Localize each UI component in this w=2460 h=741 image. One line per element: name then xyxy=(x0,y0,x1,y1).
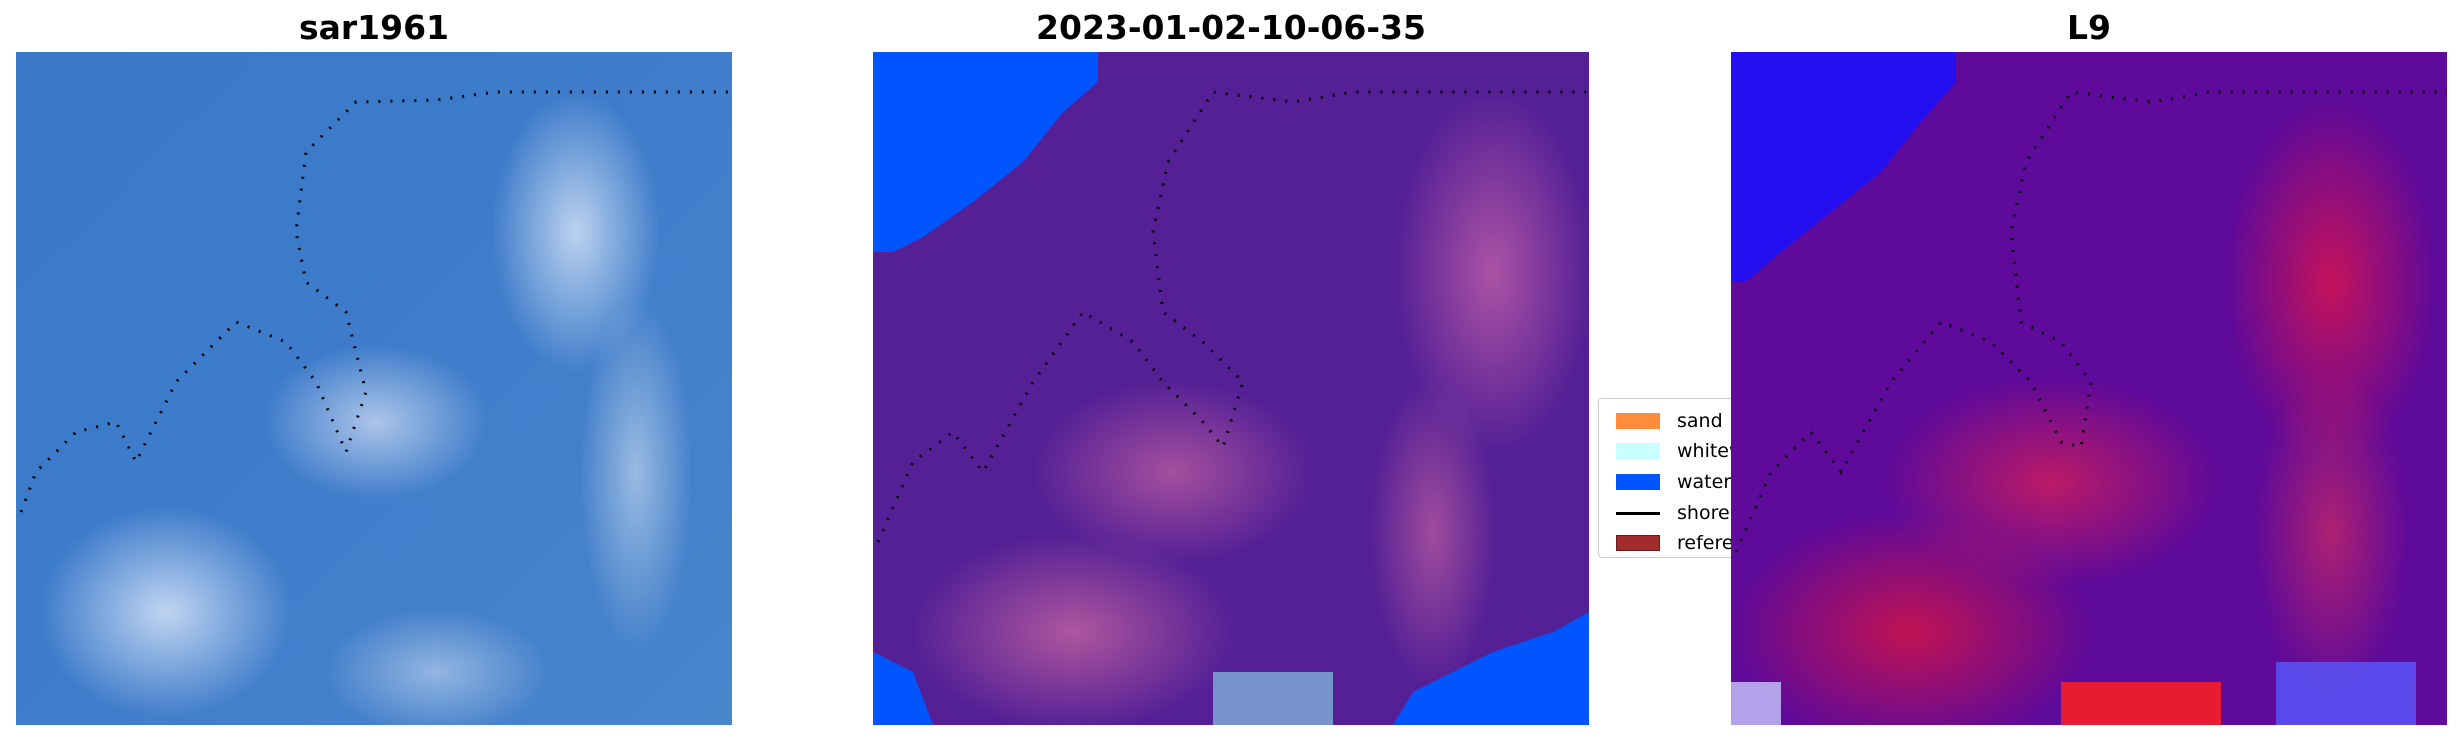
panel-title-3: L9 xyxy=(2067,8,2111,47)
legend-item-reference: reference xyxy=(1616,532,1749,554)
water-region xyxy=(873,52,1098,252)
water-region xyxy=(1393,612,1589,725)
index-map-panel xyxy=(1731,52,2447,725)
legend-label: sand xyxy=(1677,410,1723,432)
index-regions xyxy=(1731,52,2447,725)
legend-label: water xyxy=(1677,471,1732,493)
water-region xyxy=(873,652,933,725)
water-swatch xyxy=(1616,474,1660,490)
whitewater-swatch xyxy=(1616,443,1660,459)
legend-item-shoreline: shoreline xyxy=(1616,502,1749,524)
shoreline-overlay xyxy=(19,90,732,513)
water-regions xyxy=(873,52,1589,725)
satellite-image-panel xyxy=(16,52,732,725)
red-region xyxy=(2061,682,2221,725)
legend-item-water: water xyxy=(1616,471,1731,493)
blue-region xyxy=(1731,52,1956,282)
whitewater-region xyxy=(1213,672,1333,725)
legend-item-sand: sand xyxy=(1616,410,1723,432)
reference-swatch xyxy=(1616,535,1660,551)
panel-title-2: 2023-01-02-10-06-35 xyxy=(1036,8,1426,47)
classification-panel xyxy=(873,52,1589,725)
sand-swatch xyxy=(1616,413,1660,429)
blue-region xyxy=(2276,662,2416,725)
panel-title-1: sar1961 xyxy=(298,8,450,47)
shoreline-line-icon xyxy=(1616,511,1660,515)
light-region xyxy=(1731,682,1781,725)
